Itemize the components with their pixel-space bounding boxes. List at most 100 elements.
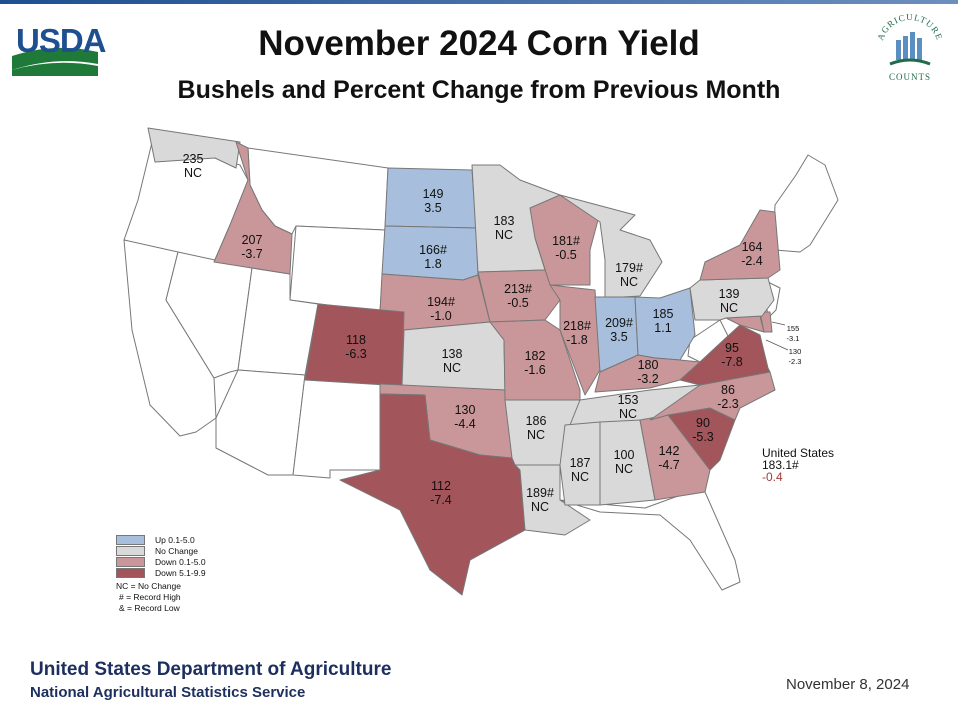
- us-total-name: United States: [762, 446, 835, 460]
- release-date: November 8, 2024: [786, 676, 910, 693]
- svg-text:189#NC: 189# NC: [526, 486, 554, 514]
- svg-text:179#NC: 179# NC: [615, 261, 643, 289]
- al-change: NC: [615, 462, 633, 476]
- va-yield: 95: [725, 341, 739, 355]
- oh-yield: 185: [653, 307, 674, 321]
- state-ny: [699, 209, 781, 281]
- legend-swatch-up: [116, 534, 145, 545]
- state-la: [514, 464, 591, 536]
- leader-de: [771, 321, 786, 326]
- legend-note-nc: NC = No Change: [116, 581, 181, 591]
- co-change: -6.3: [345, 347, 367, 361]
- tx-change: -7.4: [430, 493, 452, 507]
- svg-text:86-2.3: 86 -2.3: [717, 383, 739, 411]
- leader-md: [765, 339, 789, 351]
- state-wy: [289, 225, 386, 313]
- legend-item-up: Up 0.1-5.0: [116, 534, 206, 545]
- legend-item-down-large: Down 5.1-9.9: [116, 567, 206, 578]
- al-yield: 100: [614, 448, 635, 462]
- us-total-yield: 183.1#: [762, 458, 799, 472]
- usda-logo-text: USDA: [16, 22, 107, 59]
- wa-yield: 235: [183, 152, 204, 166]
- wi-change: -0.5: [555, 248, 577, 262]
- state-az: [215, 369, 306, 476]
- tn-change: NC: [619, 407, 637, 421]
- state-wa: [147, 127, 241, 169]
- footer-agency: United States Department of Agriculture: [30, 659, 392, 680]
- ms-yield: 187: [570, 456, 591, 470]
- la-change: NC: [531, 500, 549, 514]
- sd-change: 1.8: [424, 257, 441, 271]
- agriculture-counts-logo: AGRICULTURE COUNTS: [872, 10, 948, 90]
- svg-text:118-6.3: 118 -6.3: [345, 333, 367, 361]
- state-fl: [559, 487, 741, 591]
- svg-text:207-3.7: 207 -3.7: [241, 233, 263, 261]
- ar-change: NC: [527, 428, 545, 442]
- id-yield: 207: [242, 233, 263, 247]
- legend-item-down-small: Down 0.1-5.0: [116, 556, 206, 567]
- ky-yield: 180: [638, 358, 659, 372]
- mn-change: NC: [495, 228, 513, 242]
- ks-change: NC: [443, 361, 461, 375]
- ne-yield: 194#: [427, 295, 455, 309]
- la-yield: 189#: [526, 486, 554, 500]
- in-yield: 209#: [605, 316, 633, 330]
- ia-change: -0.5: [507, 296, 529, 310]
- state-id: [213, 141, 293, 275]
- co-yield: 118: [346, 333, 366, 347]
- de-change: -3.1: [787, 334, 800, 343]
- svg-text:95-7.8: 95 -7.8: [721, 341, 743, 369]
- usda-logo: USDA: [12, 12, 107, 76]
- us-total-change: -0.4: [762, 470, 783, 484]
- mi-change: NC: [620, 275, 638, 289]
- legend-label-down-small: Down 0.1-5.0: [155, 556, 206, 567]
- legend-notes: NC = No Change # = Record High & = Recor…: [116, 581, 206, 614]
- state-ia: [477, 269, 561, 323]
- legend-note-record-high: # = Record High: [119, 592, 181, 602]
- de-yield: 155: [787, 324, 800, 333]
- legend-label-down-large: Down 5.1-9.9: [155, 567, 206, 578]
- state-tx: [339, 393, 526, 596]
- mi-yield: 179#: [615, 261, 643, 275]
- svg-text:209#3.5: 209# 3.5: [605, 316, 633, 344]
- sc-change: -5.3: [692, 430, 714, 444]
- us-total: United States 183.1# -0.4: [762, 447, 834, 483]
- state-new-england: [773, 154, 839, 253]
- top-accent-bar: [0, 0, 958, 4]
- svg-text:182-1.6: 182 -1.6: [524, 349, 546, 377]
- ga-yield: 142: [659, 444, 680, 458]
- svg-text:142-4.7: 142 -4.7: [658, 444, 680, 472]
- tn-yield: 153: [618, 393, 639, 407]
- nc-change: -2.3: [717, 397, 739, 411]
- svg-text:218#-1.8: 218# -1.8: [563, 319, 591, 347]
- state-de: [759, 311, 773, 333]
- id-change: -3.7: [241, 247, 263, 261]
- ks-yield: 138: [442, 347, 463, 361]
- ga-change: -4.7: [658, 458, 680, 472]
- ag-logo-bottom-text: COUNTS: [889, 72, 931, 82]
- svg-text:181#-0.5: 181# -0.5: [552, 234, 580, 262]
- svg-text:90-5.3: 90 -5.3: [692, 416, 714, 444]
- mn-yield: 183: [494, 214, 515, 228]
- legend-item-nochange: No Change: [116, 545, 206, 556]
- svg-text:130-4.4: 130 -4.4: [454, 403, 476, 431]
- il-yield: 218#: [563, 319, 591, 333]
- svg-text:164-2.4: 164 -2.4: [741, 240, 763, 268]
- svg-text:194#-1.0: 194# -1.0: [427, 295, 455, 323]
- ms-change: NC: [571, 470, 589, 484]
- tx-yield: 112: [431, 479, 451, 493]
- legend-note-record-low: & = Record Low: [119, 603, 180, 613]
- legend-swatch-down-small: [116, 556, 145, 567]
- svg-text:180-3.2: 180 -3.2: [637, 358, 659, 386]
- legend-label-up: Up 0.1-5.0: [155, 534, 195, 545]
- nd-change: 3.5: [424, 201, 441, 215]
- svg-text:213#-0.5: 213# -0.5: [504, 282, 532, 310]
- page-subtitle: Bushels and Percent Change from Previous…: [177, 76, 781, 104]
- legend-swatch-nochange: [116, 545, 145, 556]
- map-legend: Up 0.1-5.0 No Change Down 0.1-5.0 Down 5…: [116, 534, 206, 614]
